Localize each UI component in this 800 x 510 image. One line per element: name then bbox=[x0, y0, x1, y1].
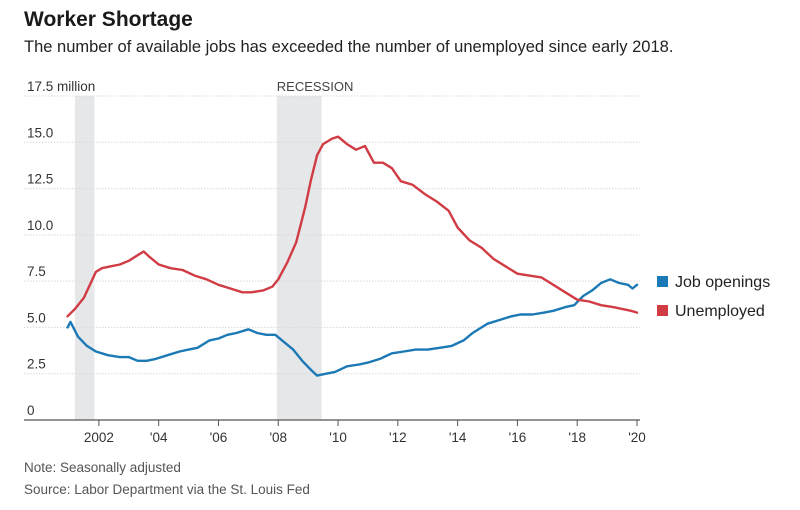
y-tick-label: 17.5 million bbox=[27, 79, 95, 94]
job-openings-legend-swatch bbox=[657, 276, 668, 287]
y-tick-label: 7.5 bbox=[27, 264, 46, 279]
note-text: Note: Seasonally adjusted bbox=[24, 460, 181, 475]
recession-band bbox=[74, 96, 95, 420]
y-tick-label: 0 bbox=[27, 403, 35, 418]
x-tick-label: '08 bbox=[269, 430, 287, 445]
recession-band bbox=[276, 96, 322, 420]
recession-label: RECESSION bbox=[277, 79, 354, 94]
x-tick-label: '12 bbox=[389, 430, 407, 445]
unemployed-line bbox=[66, 135, 639, 318]
x-tick-label: '18 bbox=[568, 430, 586, 445]
job-openings-line bbox=[66, 278, 639, 377]
x-tick-label: '04 bbox=[150, 430, 168, 445]
source-text: Source: Labor Department via the St. Lou… bbox=[24, 482, 310, 497]
x-tick-label: '10 bbox=[329, 430, 347, 445]
y-tick-label: 2.5 bbox=[27, 357, 46, 372]
unemployed-legend-label: Unemployed bbox=[675, 303, 765, 320]
y-tick-label: 15.0 bbox=[27, 125, 53, 140]
x-tick-label: '16 bbox=[509, 430, 527, 445]
unemployed-legend-swatch bbox=[657, 305, 668, 316]
x-tick-label: '20 bbox=[628, 430, 646, 445]
y-tick-label: 12.5 bbox=[27, 172, 53, 187]
y-tick-label: 10.0 bbox=[27, 218, 53, 233]
x-tick-label: '06 bbox=[210, 430, 228, 445]
x-tick-label: 2002 bbox=[84, 430, 114, 445]
y-tick-label: 5.0 bbox=[27, 310, 46, 325]
chart-title: Worker Shortage bbox=[24, 8, 193, 31]
job-openings-legend-label: Job openings bbox=[675, 274, 770, 291]
chart-subtitle: The number of available jobs has exceede… bbox=[24, 38, 674, 56]
x-tick-label: '14 bbox=[449, 430, 467, 445]
